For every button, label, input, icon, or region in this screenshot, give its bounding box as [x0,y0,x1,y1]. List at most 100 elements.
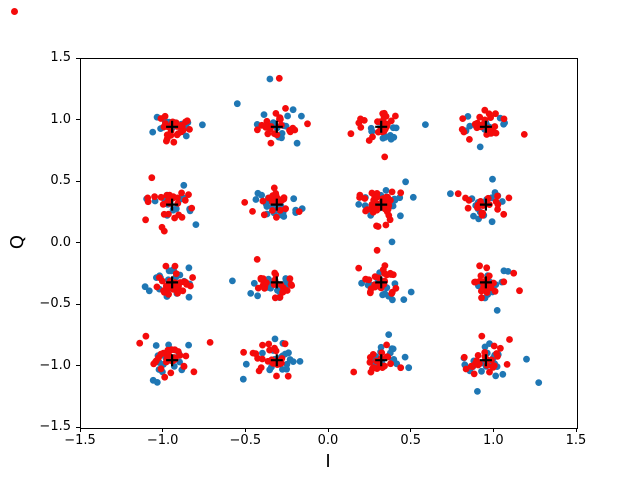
received-symbols-red-point [254,126,261,134]
x-tick-label: 0.5 [400,433,421,448]
received-symbols-blue-point [260,111,268,118]
y-tick-mark [76,426,80,428]
received-symbols-blue-point [379,291,386,299]
received-symbols-red-point [270,184,278,192]
received-symbols-red-point [240,348,248,356]
received-symbols-blue-point [470,212,477,220]
received-symbols-red-point [356,194,363,201]
y-tick-label: 1.5 [50,50,71,65]
received-symbols-blue-point [293,139,301,147]
received-symbols-red-point [388,188,396,196]
received-symbols-red-point [157,350,165,358]
x-tick-mark [492,428,494,432]
received-symbols-red-point [454,190,462,198]
received-symbols-blue-point [493,307,501,314]
received-symbols-blue-point [474,388,481,395]
received-symbols-red-point [177,128,185,136]
received-symbols-red-point [169,194,177,202]
received-symbols-red-point [287,281,295,288]
received-symbols-blue-point [409,193,417,201]
received-symbols-blue-point [476,143,484,151]
received-symbols-red-point [278,359,285,367]
received-symbols-red-point [158,277,166,285]
received-symbols-red-point [491,123,499,130]
received-symbols-blue-point [185,264,193,272]
received-symbols-blue-point [390,133,398,141]
received-symbols-blue-point [535,379,543,386]
received-symbols-blue-point [492,372,500,380]
received-symbols-red-point [386,269,394,277]
received-symbols-blue-point [259,349,266,357]
received-symbols-red-point [272,347,280,355]
received-symbols-blue-point [478,367,485,375]
received-symbols-blue-point [141,283,149,291]
received-symbols-red-point [478,294,485,302]
received-symbols-red-point [260,211,268,219]
constellation-center-marker [479,198,492,211]
received-symbols-red-point [136,339,144,347]
constellation-center-marker [270,354,283,367]
received-symbols-red-point [376,361,384,368]
received-symbols-red-point [355,264,363,272]
constellation-center-marker [166,276,179,289]
received-symbols-blue-point [252,196,260,203]
x-tick-label: 1.0 [482,433,504,448]
received-symbols-red-point [259,341,266,349]
received-symbols-red-point [380,109,388,117]
received-symbols-red-point [162,262,170,270]
received-symbols-blue-point [422,121,429,128]
y-tick-label: −0.5 [39,296,71,311]
received-symbols-red-point [163,131,171,139]
received-symbols-red-point [273,213,280,221]
y-tick-label: 1.0 [50,111,71,127]
received-symbols-red-point [241,199,249,206]
received-symbols-blue-point [400,296,408,303]
received-symbols-red-point [181,196,189,204]
received-symbols-blue-point [504,268,512,275]
received-symbols-red-point [386,216,394,224]
received-symbols-red-point [142,332,150,340]
received-symbols-red-point [284,372,292,380]
received-symbols-red-point [178,189,185,197]
received-symbols-blue-point [153,379,161,386]
received-symbols-red-point [170,138,178,146]
received-symbols-red-point [477,272,485,280]
plot-area [80,58,578,429]
received-symbols-red-point [267,139,275,147]
received-symbols-red-point [497,344,504,352]
constellation-center-marker [270,120,283,133]
received-symbols-red-point [505,194,513,202]
constellation-center-marker [375,276,388,289]
received-symbols-red-point [373,193,381,201]
received-symbols-blue-point [192,221,200,229]
received-symbols-blue-point [149,128,157,136]
received-symbols-red-point [144,194,152,202]
received-symbols-blue-point [278,130,286,137]
received-symbols-blue-point [239,375,247,383]
received-symbols-red-point [257,274,265,282]
received-symbols-blue-point [405,364,413,372]
received-symbols-red-point [460,128,468,136]
received-symbols-blue-point [283,360,291,368]
received-symbols-red-point [367,368,375,376]
constellation-center-marker [270,198,283,211]
received-symbols-red-point [165,290,172,298]
received-symbols-blue-point [377,343,385,351]
received-symbols-red-point [160,287,167,295]
received-symbols-red-point [485,110,493,118]
received-symbols-blue-point [229,277,236,285]
received-symbols-red-point [397,364,405,372]
received-symbols-red-point [476,262,483,270]
y-tick-label: −1.0 [39,357,71,373]
received-symbols-blue-point [464,113,472,120]
received-symbols-blue-point [180,181,188,189]
x-tick-label: −1.5 [64,433,96,448]
received-symbols-blue-point [266,366,274,374]
x-tick-label: −1.0 [146,433,179,448]
received-symbols-blue-point [284,112,291,120]
constellation-center-marker [166,354,179,367]
received-symbols-red-point [387,117,395,125]
received-symbols-red-point [171,262,179,270]
received-symbols-blue-point [258,191,265,199]
received-symbols-blue-point [266,75,274,83]
